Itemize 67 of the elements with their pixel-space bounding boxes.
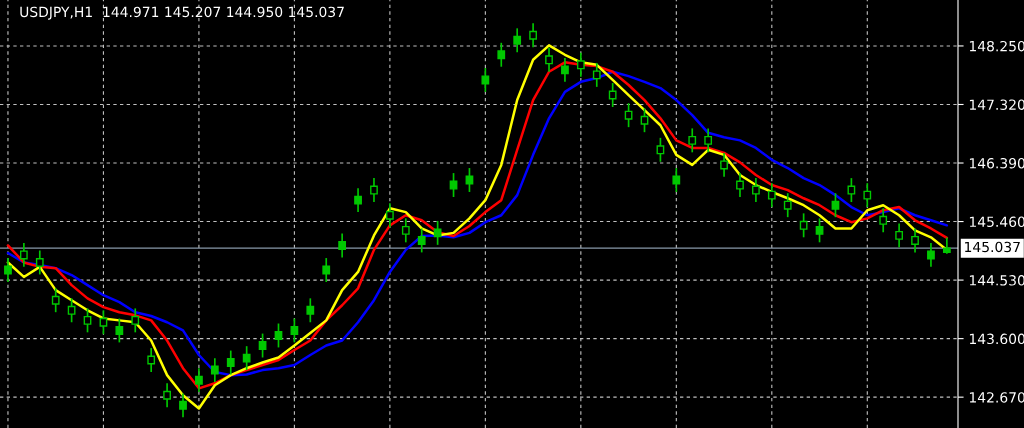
candlestick: [67, 297, 76, 324]
candlestick: [179, 392, 187, 419]
candlestick: [99, 309, 108, 336]
candlestick: [242, 345, 251, 371]
candlestick: [35, 249, 44, 276]
candlestick: [4, 257, 12, 283]
candlestick: [497, 41, 506, 68]
candlestick: [226, 349, 235, 376]
candlestick: [306, 297, 315, 324]
candlestick: [783, 192, 792, 218]
y-tick-label: 146.390: [969, 157, 1024, 169]
candlestick: [131, 307, 140, 334]
candlestick: [195, 367, 203, 393]
chart-title: USDJPY,H1 144.971 145.207 144.950 145.037: [20, 6, 344, 20]
candlestick: [417, 227, 426, 254]
candlestick: [576, 52, 585, 78]
candlestick: [799, 212, 808, 239]
candlestick: [290, 317, 299, 344]
candlestick: [911, 227, 919, 254]
candlestick: [767, 182, 776, 208]
y-tick-label: 143.600: [969, 333, 1024, 345]
candlestick: [831, 192, 840, 218]
ref-line-label: 145.037: [965, 241, 1020, 253]
candlestick: [51, 287, 60, 314]
candlestick: [19, 242, 28, 268]
candlestick: [720, 152, 728, 178]
candlestick: [736, 172, 744, 198]
candlestick: [592, 62, 601, 88]
candlestick: [608, 82, 617, 108]
candlestick: [863, 182, 872, 208]
candlestick: [545, 47, 553, 73]
candlestick: [847, 177, 856, 203]
candlestick: [210, 357, 219, 383]
y-tick-label: 142.670: [969, 392, 1024, 403]
candlestick: [561, 57, 569, 83]
candlestick: [163, 382, 171, 409]
candlestick: [640, 107, 649, 134]
candlestick: [895, 222, 903, 249]
candlestick: [147, 347, 156, 373]
candlestick: [752, 177, 760, 203]
candlestick: [258, 332, 267, 359]
candlestick: [83, 307, 92, 334]
candlestick: [370, 177, 378, 203]
y-tick-label: 147.320: [969, 99, 1024, 110]
y-tick-label: 144.530: [969, 275, 1024, 286]
candlestick: [927, 242, 935, 268]
candlestick: [354, 187, 362, 213]
candlestick: [274, 322, 283, 349]
candlestick: [338, 232, 347, 259]
candlestick: [672, 167, 681, 193]
candlestick: [449, 172, 458, 198]
candlestick: [433, 220, 442, 246]
candlestick: [688, 127, 697, 154]
candlestick: [656, 137, 665, 163]
y-tick-label: 145.460: [969, 216, 1024, 228]
candlestick: [815, 217, 824, 244]
candlestick: [879, 207, 888, 234]
candlestick: [115, 317, 124, 344]
candlestick: [529, 22, 537, 49]
candlestick: [704, 127, 713, 154]
candlestick: [401, 217, 410, 244]
candlestick: [386, 202, 394, 229]
candlestick: [624, 102, 633, 128]
candlestick: [322, 257, 331, 283]
candlestick: [513, 27, 522, 54]
candlestick: [481, 67, 490, 93]
y-tick-label: 148.250: [969, 40, 1024, 52]
